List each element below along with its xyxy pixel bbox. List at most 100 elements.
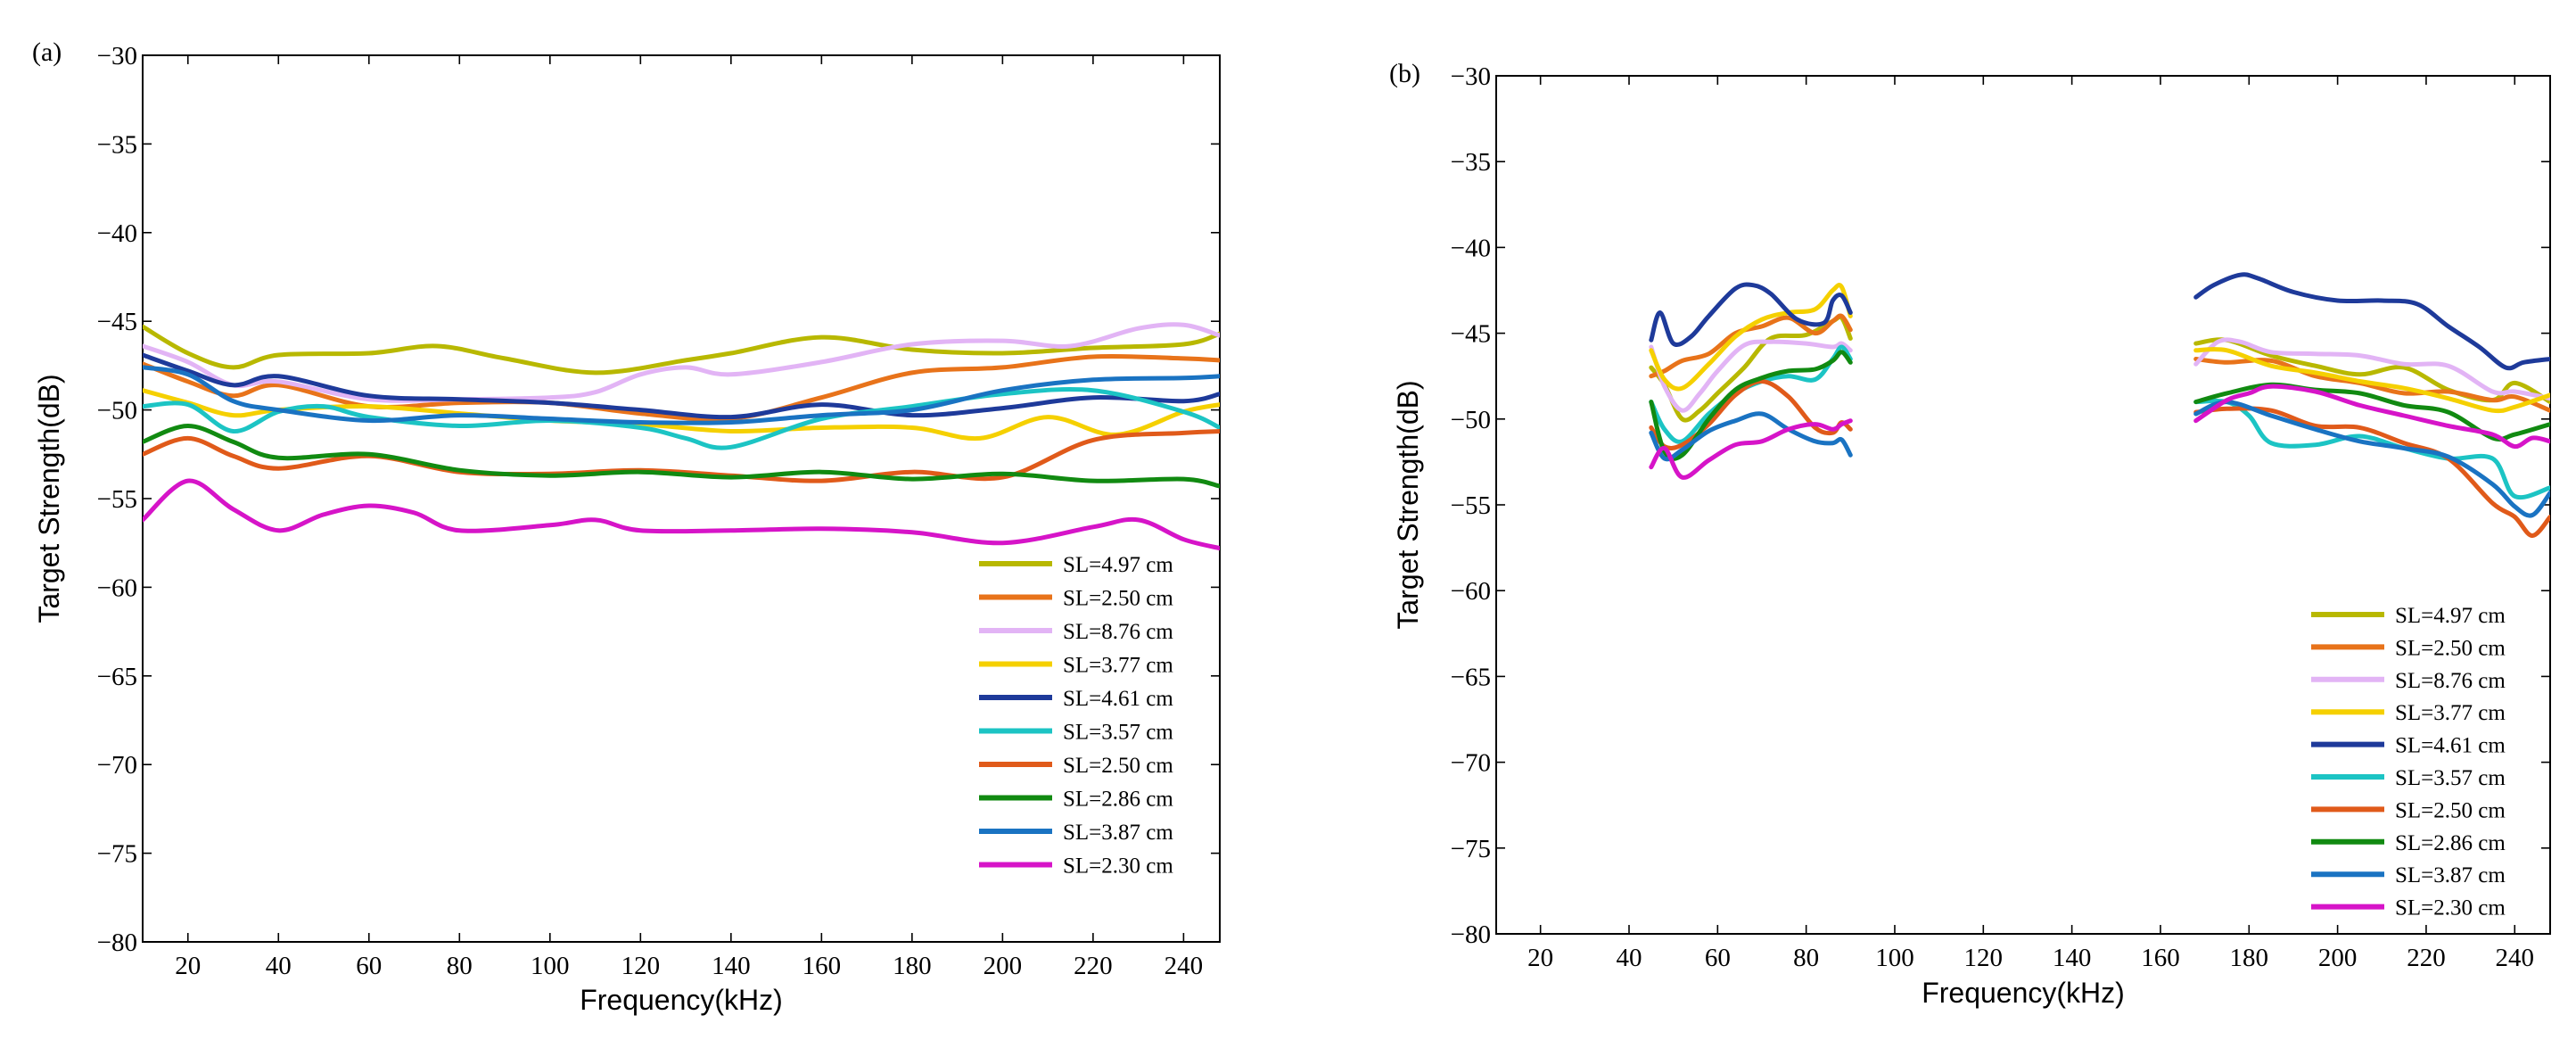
x-tick-label: 100: [531, 952, 570, 980]
x-tick-label: 140: [2053, 944, 2092, 972]
x-tick-label: 60: [1705, 944, 1731, 972]
plot-frame: [142, 54, 1221, 943]
legend-label: SL=8.76 cm: [1063, 620, 1173, 644]
series-line: [1649, 313, 1853, 379]
y-tick-label: −80: [97, 929, 137, 957]
series-line: [1649, 411, 1853, 462]
x-axis-title: Frequency(kHz): [1922, 977, 2125, 1009]
series-line: [143, 424, 1220, 489]
y-tick-label: −60: [1451, 577, 1491, 606]
y-tick-label: −50: [1451, 406, 1491, 434]
x-tick-label: 160: [802, 952, 842, 980]
panel-label: (a): [32, 37, 62, 67]
series-line: [1649, 282, 1853, 348]
x-tick-label: 100: [1875, 944, 1914, 972]
x-tick-label: 200: [2318, 944, 2358, 972]
series-line: [1649, 350, 1853, 461]
legend: SL=4.97 cm SL=2.50 cm SL=8.76 cm SL=3.77 cm…: [979, 553, 1173, 879]
y-tick-label: −65: [97, 663, 137, 691]
chart-panel-a: (a) −30 −35 −40 −45 −50 −55 −60 −65 −70 −75 −80 20 40…: [32, 37, 1221, 1016]
legend: SL=4.97 cm SL=2.50 cm SL=8.76 cm SL=3.77 cm…: [2311, 604, 2506, 920]
legend-label: SL=2.50 cm: [2395, 636, 2506, 660]
x-tick-label: 120: [1964, 944, 2004, 972]
y-tick-label: −35: [97, 130, 137, 159]
legend-label: SL=3.77 cm: [1063, 654, 1173, 678]
legend-label: SL=4.61 cm: [1063, 687, 1173, 711]
series-line: [2193, 384, 2550, 450]
series-line: [143, 353, 1220, 422]
series-line: [143, 322, 1220, 403]
legend-label: SL=2.86 cm: [1063, 788, 1173, 812]
series-line: [143, 324, 1220, 376]
legend-label: SL=2.50 cm: [1063, 754, 1173, 778]
y-tick-label: −45: [1451, 320, 1491, 349]
y-tick-label: −55: [97, 485, 137, 514]
x-tick-label: 140: [712, 952, 751, 980]
series-line: [1649, 283, 1853, 392]
y-tick-label: −60: [97, 574, 137, 602]
y-tick-label: −35: [1451, 148, 1491, 177]
x-tick-label: 80: [447, 952, 473, 980]
x-tick-label: 120: [621, 952, 661, 980]
y-tick-label: −40: [97, 219, 137, 248]
x-tick-label: 180: [2230, 944, 2269, 972]
legend-label: SL=4.61 cm: [2395, 734, 2506, 758]
x-tick-label: 240: [1165, 952, 1204, 980]
x-tick-label: 40: [1616, 944, 1642, 972]
series-line: [2193, 398, 2550, 500]
y-axis-title: Target Strength(dB): [1392, 380, 1424, 629]
series-line: [143, 352, 1220, 420]
series-line: [2193, 406, 2550, 539]
y-tick-label: −55: [1451, 491, 1491, 520]
x-tick-label: 60: [356, 952, 382, 980]
legend-label: SL=3.57 cm: [2395, 766, 2506, 790]
legend-label: SL=2.86 cm: [2395, 831, 2506, 855]
chart-panel-b: (b) −30 −35 −40 −45 −50 −55 −60 −65 −70 −75 −80 20 40…: [1389, 59, 2551, 1009]
legend-label: SL=2.50 cm: [1063, 587, 1173, 611]
y-tick-label: −50: [97, 397, 137, 425]
x-tick-label: 20: [1527, 944, 1553, 972]
y-tick-label: −75: [97, 840, 137, 869]
y-tick-label: −45: [97, 308, 137, 336]
plot-frame: [1495, 75, 2551, 935]
x-tick-label: 180: [893, 952, 932, 980]
legend-label: SL=3.77 cm: [2395, 701, 2506, 725]
legend-label: SL=3.87 cm: [1063, 821, 1173, 845]
panel-label: (b): [1389, 59, 1420, 88]
x-tick-label: 160: [2141, 944, 2180, 972]
legend-label: SL=8.76 cm: [2395, 669, 2506, 693]
legend-label: SL=2.30 cm: [2395, 896, 2506, 920]
series-line: [2193, 272, 2550, 371]
series-line: [143, 478, 1220, 551]
x-tick-label: 80: [1793, 944, 1819, 972]
y-tick-label: −70: [1451, 749, 1491, 778]
series-line: [2193, 357, 2550, 413]
y-tick-label: −65: [1451, 663, 1491, 691]
legend-label: SL=3.87 cm: [2395, 863, 2506, 887]
series-line: [2193, 400, 2550, 518]
y-tick-label: −30: [1451, 62, 1491, 91]
y-tick-label: −80: [1451, 920, 1491, 949]
x-tick-label: 200: [983, 952, 1023, 980]
series-line: [1649, 418, 1853, 480]
legend-label: SL=2.50 cm: [2395, 798, 2506, 822]
y-axis-title: Target Strength(dB): [33, 374, 65, 623]
series-line: [1649, 339, 1853, 413]
legend-label: SL=4.97 cm: [2395, 604, 2506, 628]
y-tick-label: −40: [1451, 234, 1491, 262]
x-tick-label: 240: [2496, 944, 2535, 972]
legend-label: SL=4.97 cm: [1063, 553, 1173, 577]
y-tick-label: −75: [1451, 835, 1491, 863]
series-line: [2193, 347, 2550, 414]
y-tick-label: −30: [97, 42, 137, 70]
x-axis-title: Frequency(kHz): [580, 984, 783, 1016]
x-tick-label: 220: [2407, 944, 2446, 972]
y-tick-label: −70: [97, 751, 137, 780]
x-tick-label: 40: [266, 952, 292, 980]
series-line: [2193, 337, 2550, 401]
x-tick-label: 220: [1074, 952, 1113, 980]
legend-label: SL=3.57 cm: [1063, 721, 1173, 745]
series-line: [143, 365, 1220, 425]
x-tick-label: 20: [175, 952, 201, 980]
